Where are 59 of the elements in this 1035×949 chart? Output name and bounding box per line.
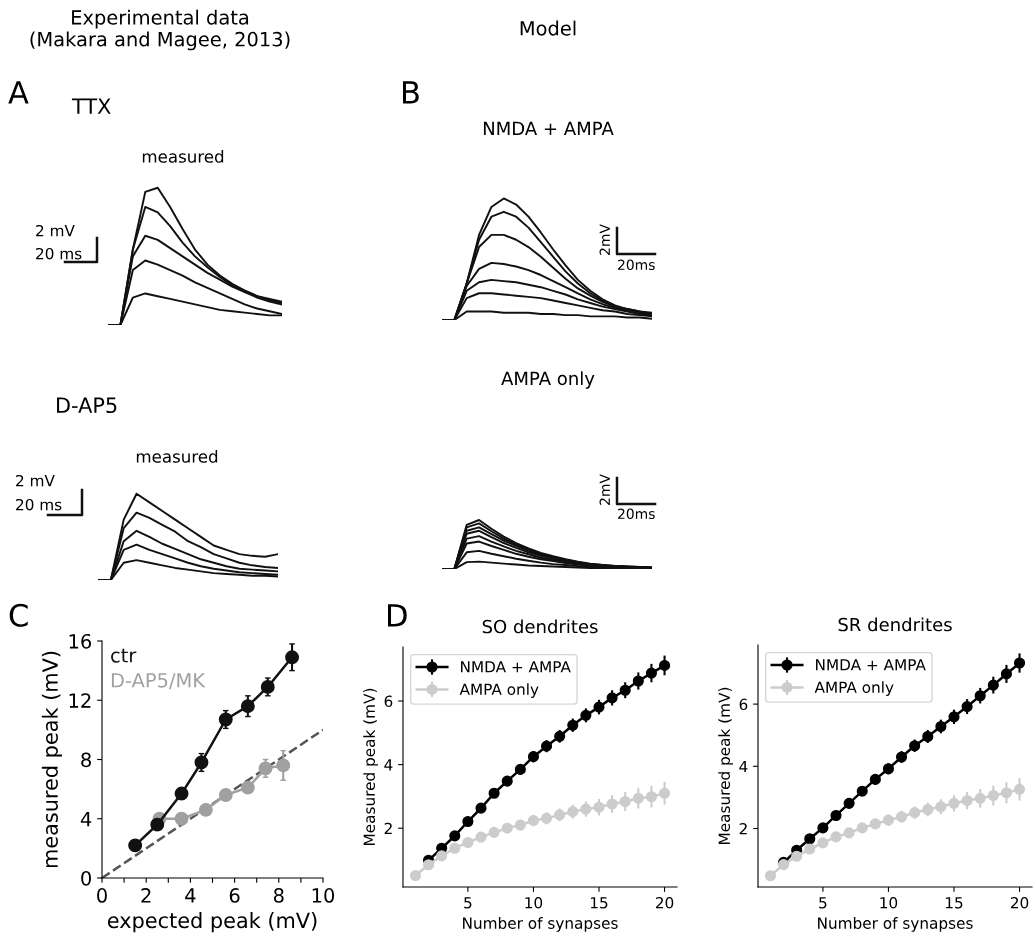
y-tick-label: 8 <box>81 752 91 768</box>
chart-title: AMPA only <box>501 371 595 389</box>
text: Model <box>520 20 576 36</box>
legend-label: AMPA only <box>814 681 894 696</box>
text: Experimental data (Makara and Magee, 2013) <box>30 9 290 51</box>
text: 20ms <box>618 508 655 520</box>
chart-subtitle: measured <box>142 149 224 163</box>
x-tick-label: 6 <box>229 888 240 903</box>
y-tick-label: 6 <box>384 695 393 708</box>
text: 2mV <box>599 474 610 505</box>
x-tick-label: 4 <box>185 888 196 903</box>
annotation: 2mV <box>599 224 610 255</box>
text: 2 mV <box>16 474 55 487</box>
text: B <box>403 81 419 104</box>
x-axis-title: Number of synapses <box>463 917 618 932</box>
chart-title: D-AP5 <box>57 397 117 414</box>
y-tick-label: 4 <box>739 760 748 773</box>
x-tick-label: 20 <box>1010 896 1029 909</box>
y-tick-label: 0 <box>81 870 91 886</box>
x-tick-label: 20 <box>655 896 674 909</box>
text: 20 ms <box>36 247 82 260</box>
x-tick-label: 0 <box>97 888 107 903</box>
y-axis-title: Measured peak (mV) <box>363 688 378 845</box>
text: ctr <box>111 648 137 663</box>
x-tick-label: 8 <box>273 888 284 903</box>
legend-label: AMPA only <box>459 683 539 698</box>
annotation: 20ms <box>618 259 655 271</box>
legend-label: NMDA + AMPA <box>816 659 926 671</box>
chart-title: NMDA + AMPA <box>483 121 614 135</box>
chart-title: TTX <box>71 98 111 114</box>
x-axis-title: Number of synapses <box>818 917 973 932</box>
y-axis-title: Measured peak (mV) <box>718 687 733 844</box>
text: A <box>8 81 29 104</box>
y-axis-title: measured peak (mV) <box>41 651 62 868</box>
x-tick-label: 5 <box>464 897 472 909</box>
text: D-AP5/MK <box>111 673 206 690</box>
y-tick-label: 4 <box>80 811 92 827</box>
x-tick-label: 5 <box>819 897 827 909</box>
x-tick-label: 10 <box>880 896 898 909</box>
text: 20 ms <box>16 498 62 511</box>
x-tick-label: 2 <box>141 888 151 903</box>
y-tick-label: 6 <box>739 698 748 711</box>
x-tick-label: 15 <box>590 897 608 909</box>
chart-subtitle: measured <box>136 449 218 463</box>
x-axis-title: expected peak (mV) <box>107 912 317 933</box>
y-tick-label: 4 <box>384 759 393 771</box>
text: C <box>9 603 28 627</box>
chart-title: SO dendrites <box>482 619 598 634</box>
y-tick-label: 16 <box>69 633 92 649</box>
y-tick-label: 2 <box>384 822 392 834</box>
y-tick-label: 2 <box>739 822 747 835</box>
y-tick-label: 12 <box>69 693 91 708</box>
text: D <box>388 604 407 627</box>
x-tick-label: 15 <box>945 897 963 909</box>
x-tick-label: 10 <box>312 888 335 903</box>
text: 2 mV <box>36 224 75 237</box>
chart-title: SR dendrites <box>838 617 952 632</box>
legend-label: NMDA + AMPA <box>461 661 571 673</box>
x-tick-label: 10 <box>525 896 543 909</box>
